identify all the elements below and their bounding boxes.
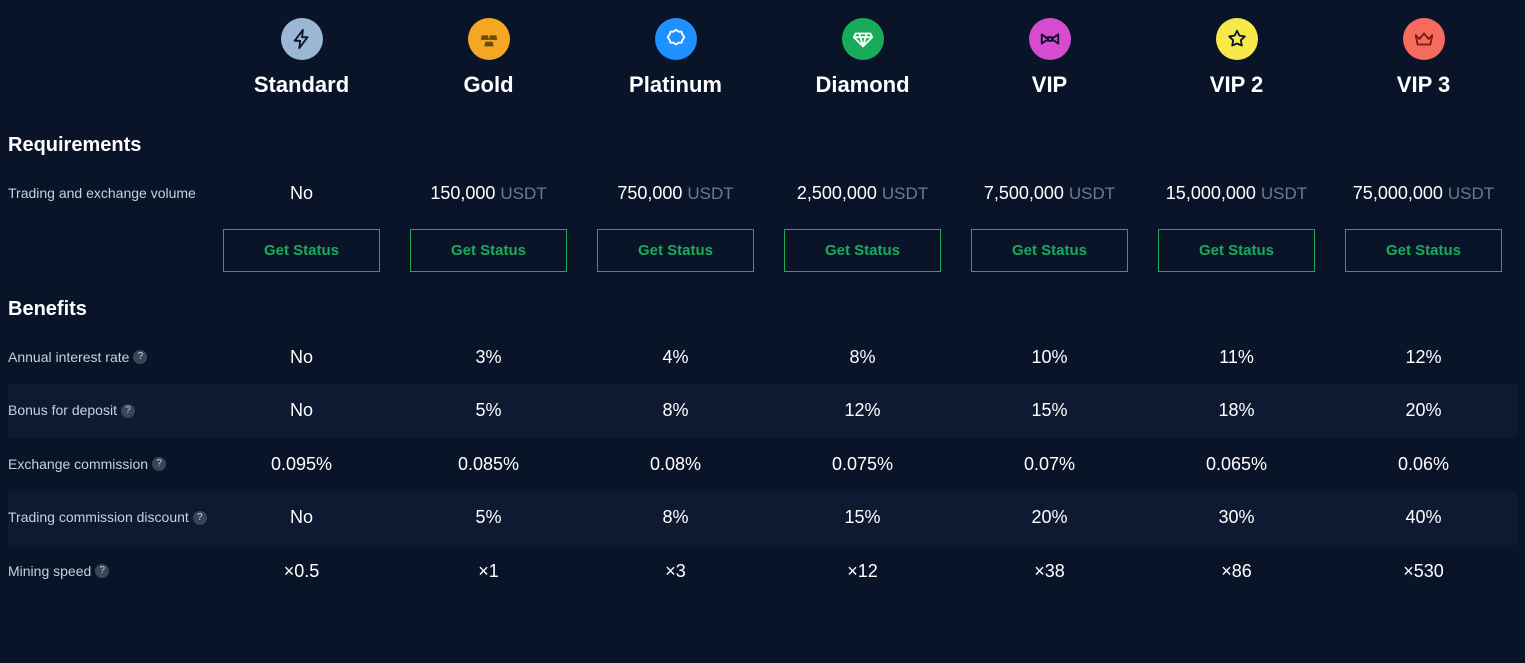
benefit-label: Annual interest rate? xyxy=(8,331,208,385)
volume-cell: 75,000,000 USDT xyxy=(1330,169,1517,218)
tier-header-standard: Standard xyxy=(208,10,395,116)
benefit-cell: ×12 xyxy=(769,547,956,596)
help-icon[interactable]: ? xyxy=(95,564,109,578)
benefit-cell: 0.08% xyxy=(582,440,769,489)
benefit-cell: 8% xyxy=(582,386,769,435)
benefit-cell: 15% xyxy=(769,493,956,542)
benefit-cell: 30% xyxy=(1143,493,1330,542)
benefit-cell: ×86 xyxy=(1143,547,1330,596)
benefit-cell: 8% xyxy=(582,493,769,542)
benefit-cell: 20% xyxy=(1330,386,1517,435)
benefits-title: Benefits xyxy=(8,280,1517,331)
volume-cell: No xyxy=(208,169,395,218)
benefit-cell: 0.085% xyxy=(395,440,582,489)
volume-cell: 15,000,000 USDT xyxy=(1143,169,1330,218)
tier-name: VIP 3 xyxy=(1397,72,1450,98)
tier-header-platinum: Platinum xyxy=(582,10,769,116)
tier-header-diamond: Diamond xyxy=(769,10,956,116)
benefit-cell: 12% xyxy=(1330,333,1517,382)
benefit-cell: No xyxy=(208,333,395,382)
benefit-cell: 5% xyxy=(395,386,582,435)
tier-name: Standard xyxy=(254,72,349,98)
help-icon[interactable]: ? xyxy=(121,404,135,418)
tier-name: VIP xyxy=(1032,72,1067,98)
benefit-label: Trading commission discount? xyxy=(8,491,208,545)
tier-name: Gold xyxy=(463,72,513,98)
help-icon[interactable]: ? xyxy=(193,511,207,525)
benefit-cell: No xyxy=(208,493,395,542)
benefit-cell: 0.065% xyxy=(1143,440,1330,489)
benefit-cell: ×0.5 xyxy=(208,547,395,596)
tier-name: Diamond xyxy=(815,72,909,98)
benefit-cell: 40% xyxy=(1330,493,1517,542)
benefit-cell: 12% xyxy=(769,386,956,435)
crown-icon xyxy=(1403,18,1445,60)
tier-header-gold: Gold xyxy=(395,10,582,116)
get-status-button[interactable]: Get Status xyxy=(1158,229,1315,272)
tier-name: Platinum xyxy=(629,72,722,98)
help-icon[interactable]: ? xyxy=(152,457,166,471)
benefit-cell: ×38 xyxy=(956,547,1143,596)
get-status-button[interactable]: Get Status xyxy=(410,229,567,272)
volume-cell: 7,500,000 USDT xyxy=(956,169,1143,218)
benefit-cell: 4% xyxy=(582,333,769,382)
volume-cell: 150,000 USDT xyxy=(395,169,582,218)
benefit-label: Bonus for deposit? xyxy=(8,384,208,438)
volume-cell: 2,500,000 USDT xyxy=(769,169,956,218)
volume-label: Trading and exchange volume xyxy=(8,167,208,221)
benefit-cell: 18% xyxy=(1143,386,1330,435)
benefit-cell: 0.075% xyxy=(769,440,956,489)
tier-header-vip: VIP xyxy=(956,10,1143,116)
get-status-button[interactable]: Get Status xyxy=(971,229,1128,272)
gold-icon xyxy=(468,18,510,60)
benefit-label: Exchange commission? xyxy=(8,438,208,492)
benefit-cell: 3% xyxy=(395,333,582,382)
benefit-cell: ×1 xyxy=(395,547,582,596)
tier-name: VIP 2 xyxy=(1210,72,1263,98)
benefit-cell: 20% xyxy=(956,493,1143,542)
benefit-cell: ×3 xyxy=(582,547,769,596)
tier-header-vip-2: VIP 2 xyxy=(1143,10,1330,116)
get-status-button[interactable]: Get Status xyxy=(597,229,754,272)
bowtie-icon xyxy=(1029,18,1071,60)
get-status-button[interactable]: Get Status xyxy=(784,229,941,272)
tier-header-vip-3: VIP 3 xyxy=(1330,10,1517,116)
benefit-cell: 0.06% xyxy=(1330,440,1517,489)
badge-icon xyxy=(655,18,697,60)
benefit-cell: ×530 xyxy=(1330,547,1517,596)
diamond-icon xyxy=(842,18,884,60)
benefit-cell: No xyxy=(208,386,395,435)
get-status-button[interactable]: Get Status xyxy=(1345,229,1502,272)
bolt-icon xyxy=(281,18,323,60)
benefit-label: Mining speed? xyxy=(8,545,208,599)
benefit-cell: 0.07% xyxy=(956,440,1143,489)
benefit-cell: 11% xyxy=(1143,333,1330,382)
requirements-title: Requirements xyxy=(8,116,1517,167)
star-icon xyxy=(1216,18,1258,60)
get-status-button[interactable]: Get Status xyxy=(223,229,380,272)
volume-cell: 750,000 USDT xyxy=(582,169,769,218)
benefit-cell: 0.095% xyxy=(208,440,395,489)
benefit-cell: 8% xyxy=(769,333,956,382)
benefit-cell: 10% xyxy=(956,333,1143,382)
help-icon[interactable]: ? xyxy=(133,350,147,364)
benefit-cell: 15% xyxy=(956,386,1143,435)
benefit-cell: 5% xyxy=(395,493,582,542)
